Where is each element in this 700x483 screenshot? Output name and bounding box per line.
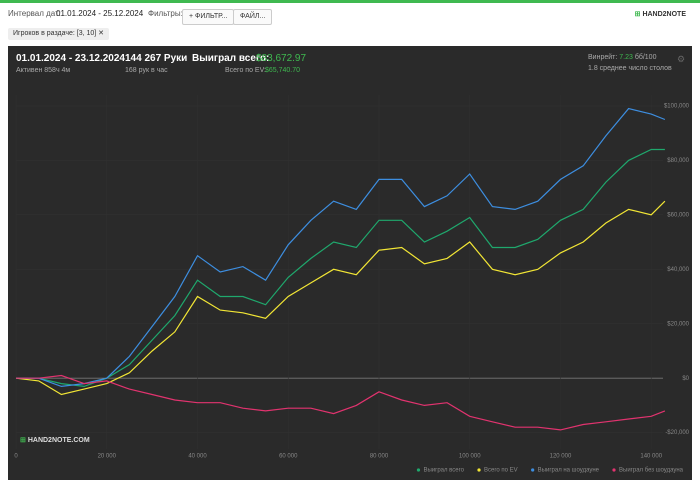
legend-swatch bbox=[531, 468, 535, 472]
legend-label: Всего по EV bbox=[484, 468, 518, 474]
won-label: Выиграл всего: bbox=[192, 53, 270, 64]
series-line bbox=[16, 148, 665, 388]
watermark-text: HAND2NOTE.COM bbox=[27, 437, 90, 444]
series-line bbox=[16, 107, 666, 388]
winrate-unit: бб/100 bbox=[634, 54, 657, 61]
chart: -$20,000 $0 $20,000 $40,000 $60,000 $80,000 $1… bbox=[14, 95, 690, 474]
file-button[interactable]: ФАЙЛ... bbox=[233, 9, 273, 25]
y-tick-label: $20,000 bbox=[667, 321, 689, 327]
filters-label: Фильтры: bbox=[148, 9, 183, 18]
y-tick-label: $80,000 bbox=[667, 158, 689, 164]
ev-label: Всего по EV: bbox=[225, 67, 266, 74]
legend-swatch bbox=[612, 468, 616, 472]
x-tick-label: 80 000 bbox=[370, 454, 389, 460]
ev-value: $65,740.70 bbox=[265, 67, 301, 74]
filter-button-text: ФИЛЬТР... bbox=[195, 13, 228, 20]
logo-text: HAND2NOTE bbox=[642, 11, 686, 18]
winrate-label: Винрейт: bbox=[588, 54, 618, 61]
x-tick-label: 40 000 bbox=[188, 454, 207, 460]
series-line bbox=[16, 374, 666, 431]
winrate: Винрейт: 7.23 бб/100 bbox=[588, 54, 656, 61]
watermark: ⊞ HAND2NOTE.COM bbox=[20, 437, 90, 444]
settings-icon[interactable]: ⚙ bbox=[677, 54, 686, 64]
player-count-tag[interactable]: Игроков в раздаче: [3, 10] ✕ bbox=[8, 28, 110, 40]
date-range[interactable]: 01.01.2024 - 25.12.2024 bbox=[56, 9, 144, 18]
tag-text: Игроков в раздаче: [3, 10] bbox=[13, 30, 97, 37]
x-tick-label: 140 000 bbox=[640, 454, 662, 460]
hands: 144 267 Руки bbox=[125, 53, 188, 64]
date-label: Интервал дат: bbox=[8, 9, 61, 18]
hands-per-hour: 168 рук в час bbox=[125, 67, 168, 74]
y-tick-label: -$20,000 bbox=[665, 430, 689, 436]
legend-label: Выиграл на шоудауне bbox=[538, 468, 600, 474]
active-time: Активен 858ч 4м bbox=[16, 67, 71, 74]
period: 01.01.2024 - 23.12.2024 bbox=[16, 53, 125, 64]
logo: ⊞ HAND2NOTE bbox=[634, 11, 686, 18]
series-line bbox=[15, 200, 666, 396]
winrate-value: 7.23 bbox=[619, 54, 633, 61]
y-tick-label: $0 bbox=[682, 376, 689, 382]
y-tick-label: $40,000 bbox=[667, 267, 689, 273]
chart-panel: 01.01.2024 - 23.12.2024 Активен 858ч 4м … bbox=[8, 46, 692, 480]
won-value: $83,672.97 bbox=[256, 53, 307, 64]
legend-label: Выиграл всего bbox=[423, 468, 464, 474]
y-tick-label: $100,000 bbox=[664, 103, 690, 109]
filter-button[interactable]: + ФИЛЬТР... bbox=[182, 9, 235, 25]
x-tick-label: 0 bbox=[14, 454, 18, 460]
x-tick-label: 20 000 bbox=[98, 454, 117, 460]
legend-swatch bbox=[477, 468, 481, 472]
legend-swatch bbox=[416, 468, 421, 472]
legend-label: Выиграл без шоудауна bbox=[619, 468, 684, 474]
top-accent bbox=[0, 0, 700, 3]
x-tick-label: 100 000 bbox=[459, 454, 481, 460]
x-tick-label: 60 000 bbox=[279, 454, 298, 460]
x-tick-label: 120 000 bbox=[550, 454, 572, 460]
y-tick-label: $60,000 bbox=[667, 212, 689, 218]
tables: 1.8 среднее число столов bbox=[588, 65, 672, 72]
